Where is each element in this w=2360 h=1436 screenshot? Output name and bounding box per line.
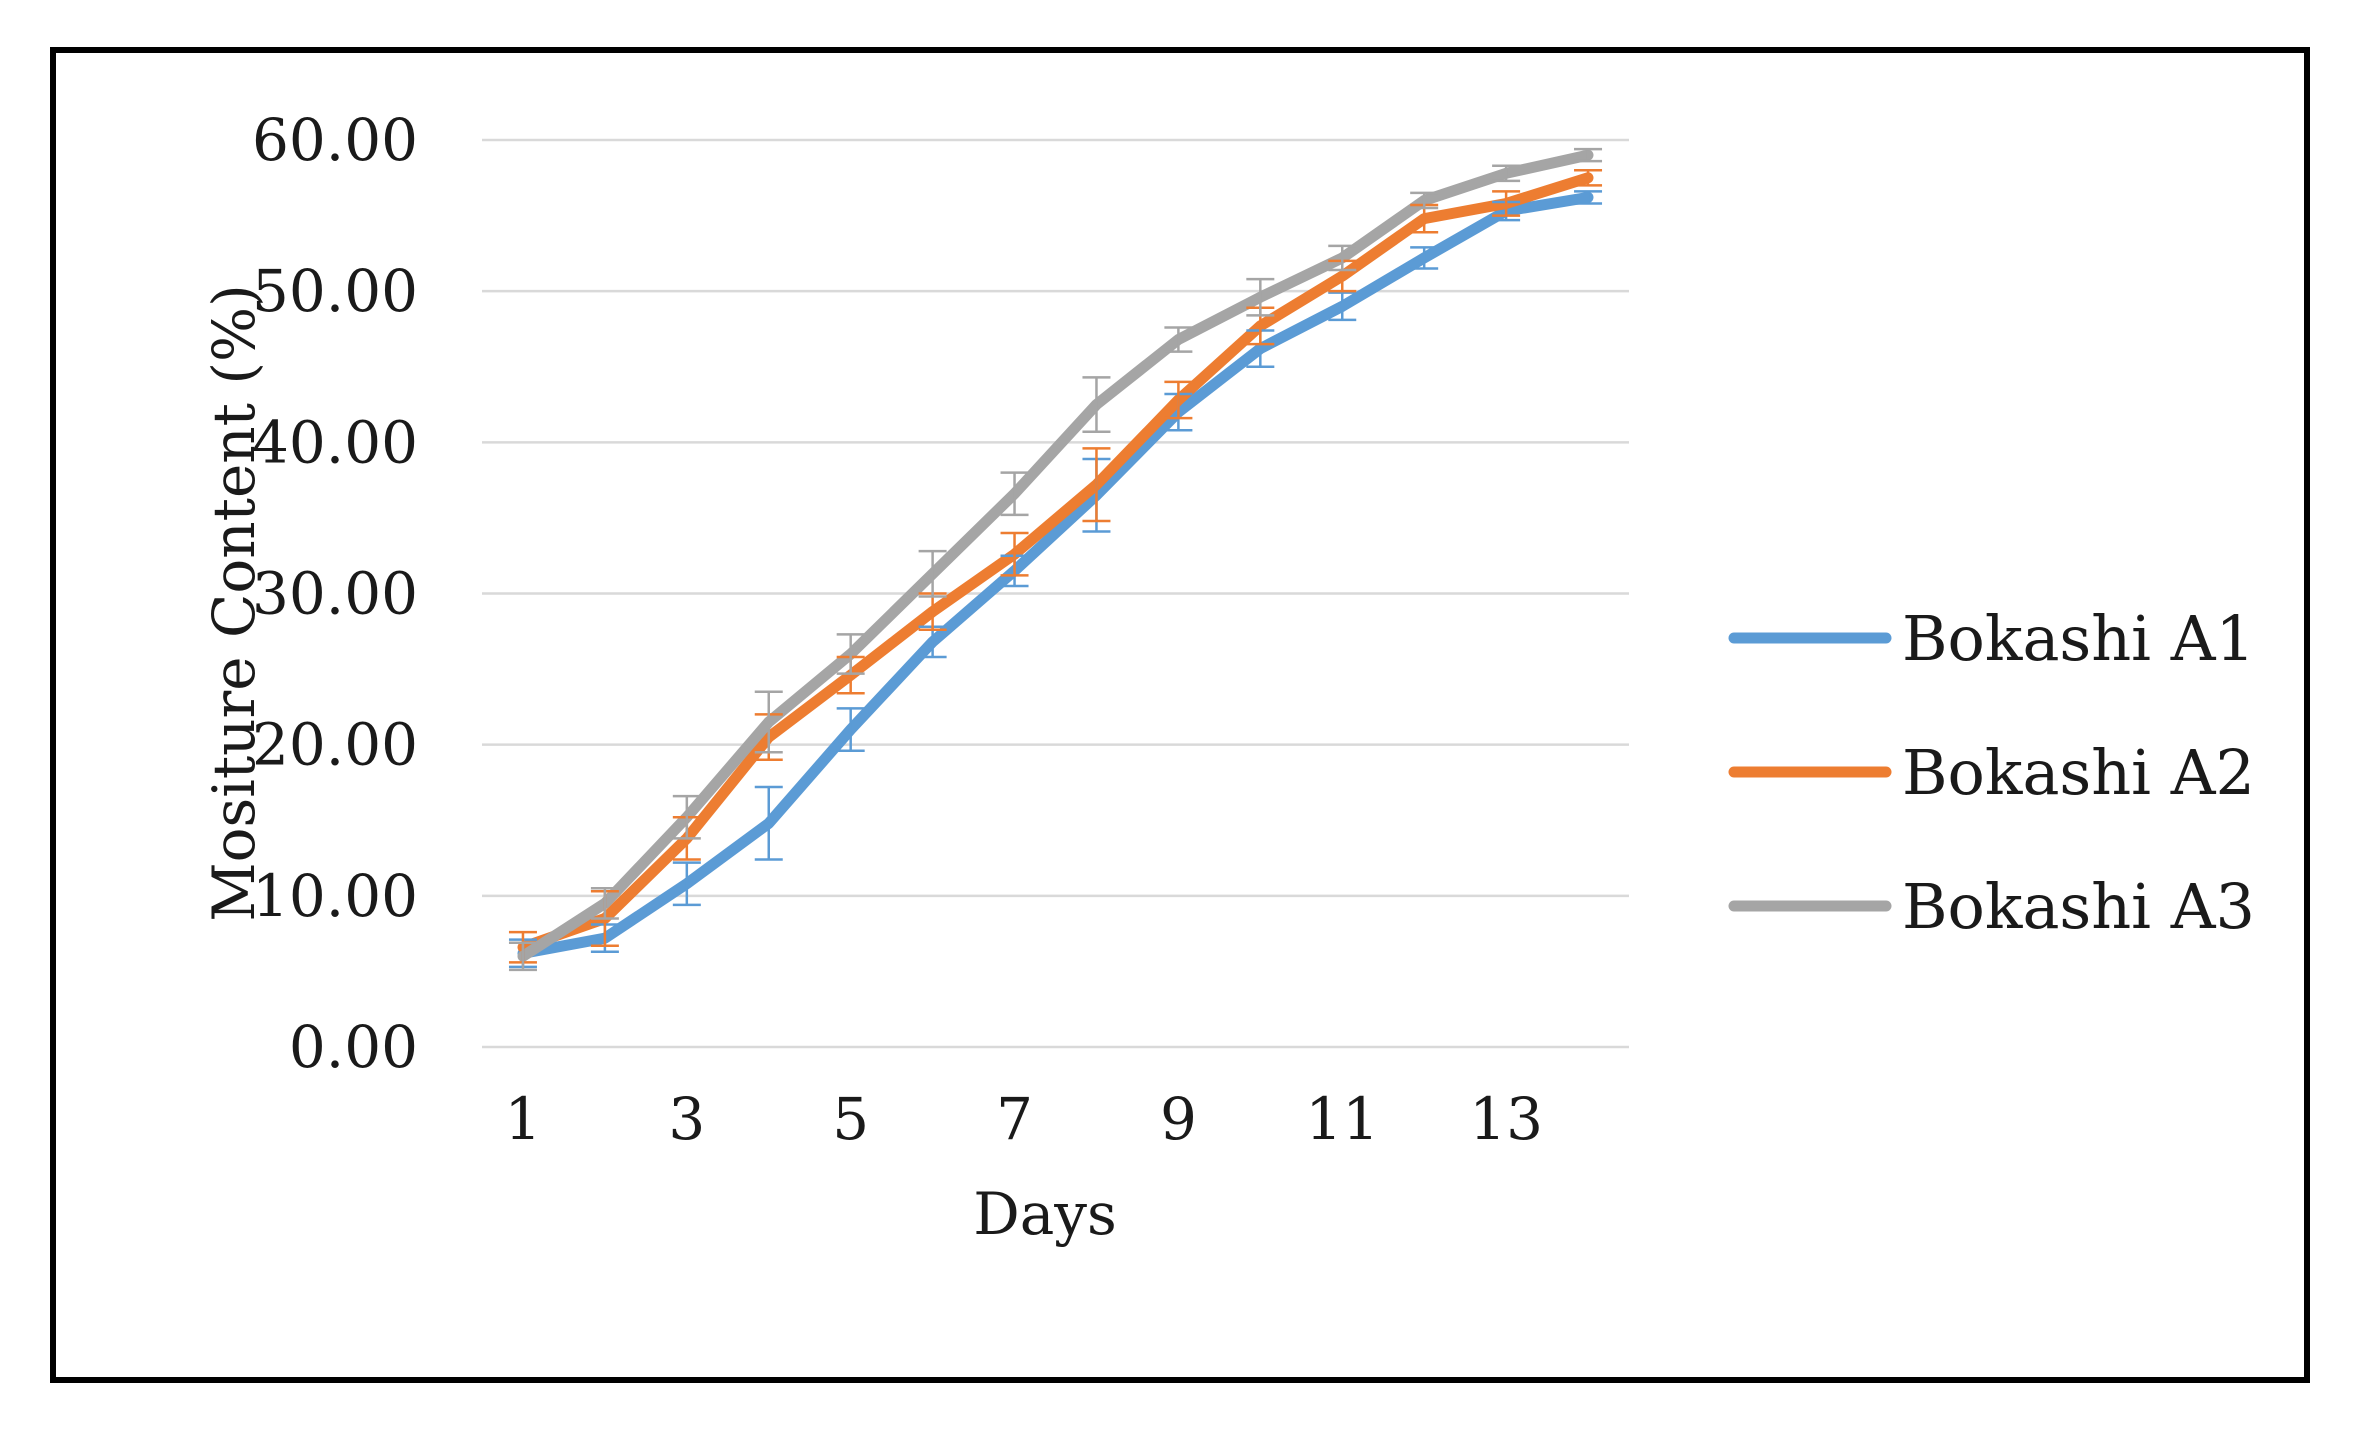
series-line-2	[517, 172, 1594, 953]
x-tick-label: 13	[1469, 1085, 1543, 1153]
x-axis-title: Days	[973, 1180, 1117, 1248]
y-tick-label: 10.00	[252, 862, 418, 930]
series-line-3	[517, 149, 1594, 962]
error-bars	[508, 147, 1603, 972]
y-tick-label: 20.00	[252, 711, 418, 779]
legend-label: Bokashi A1	[1902, 602, 2255, 675]
x-tick-label: 7	[996, 1085, 1033, 1153]
series-line-1	[517, 191, 1594, 959]
series-lines	[517, 149, 1594, 962]
x-axis-ticks: 1 3 5 7 9 11 13	[505, 1085, 1544, 1153]
x-tick-label: 11	[1305, 1085, 1379, 1153]
y-tick-label: 60.00	[252, 106, 418, 174]
y-tick-label: 40.00	[252, 408, 418, 476]
y-tick-label: 30.00	[252, 560, 418, 628]
x-tick-label: 3	[668, 1085, 705, 1153]
legend-label: Bokashi A3	[1902, 870, 2255, 943]
y-tick-label: 0.00	[289, 1013, 418, 1081]
x-tick-label: 9	[1160, 1085, 1197, 1153]
legend-label: Bokashi A2	[1902, 736, 2255, 809]
y-axis-ticks: 0.00 10.00 20.00 30.00 40.00 50.00 60.00	[252, 106, 418, 1081]
x-tick-label: 1	[505, 1085, 542, 1153]
x-tick-label: 5	[832, 1085, 869, 1153]
y-axis-title: Mositure Content (%)	[200, 284, 268, 922]
y-tick-label: 50.00	[252, 257, 418, 325]
legend: Bokashi A1 Bokashi A2 Bokashi A3	[1728, 602, 2255, 943]
